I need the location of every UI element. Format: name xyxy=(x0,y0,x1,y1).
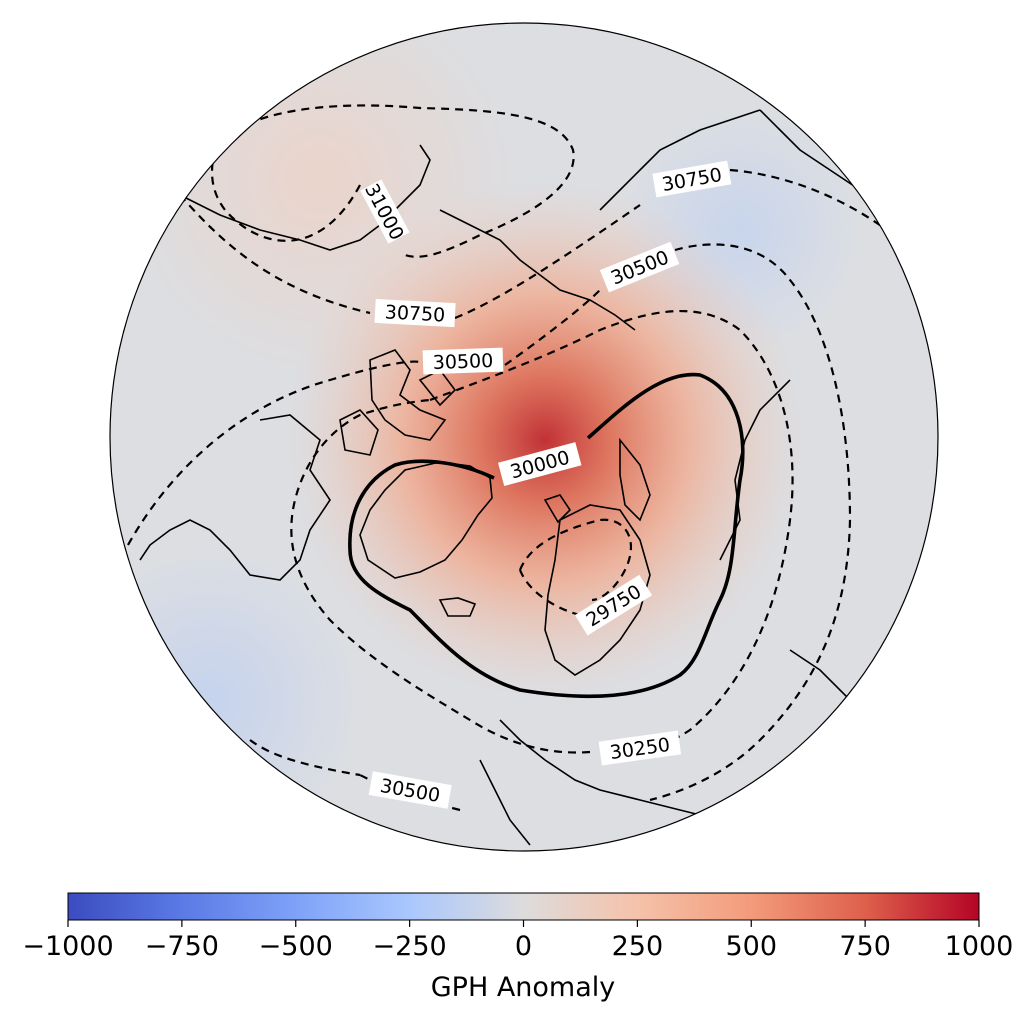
gph-contours xyxy=(127,104,901,812)
contour-29750-line xyxy=(518,518,633,617)
contour-label-30750-west: 30750 xyxy=(374,298,456,328)
colorbar-tick-label: 750 xyxy=(839,931,891,962)
colorbar-tick-label: 250 xyxy=(612,931,664,962)
colorbar-gradient xyxy=(67,892,980,921)
anomaly-shading xyxy=(110,23,938,851)
contour-label-30500-center: 30500 xyxy=(422,347,504,375)
contour-30000-line xyxy=(348,372,745,699)
colorbar-tick-label: −500 xyxy=(259,931,333,962)
colorbar-tick-label: 0 xyxy=(515,931,532,962)
map-boundary xyxy=(109,22,939,852)
svg-text:30750: 30750 xyxy=(384,301,446,326)
colorbar: −1000 −750 −500 −250 0 250 500 750 1000 GPH Anom… xyxy=(22,892,1013,1003)
contour-30500-line xyxy=(127,243,852,812)
colorbar-title: GPH Anomaly xyxy=(431,972,616,1003)
colorbar-tick-label: −750 xyxy=(145,931,219,962)
colorbar-tick-label: 1000 xyxy=(945,931,1014,962)
contour-30750-line xyxy=(179,168,901,320)
contour-label-30250: 30250 xyxy=(598,730,682,766)
colorbar-ticks: −1000 −750 −500 −250 0 250 500 750 1000 xyxy=(22,920,1013,962)
contour-31000-line xyxy=(210,104,575,258)
colorbar-tick-label: −1000 xyxy=(22,931,113,962)
contour-30250-line xyxy=(290,309,794,754)
svg-text:30500: 30500 xyxy=(432,350,493,374)
colorbar-tick-label: 500 xyxy=(725,931,777,962)
colorbar-tick-label: −250 xyxy=(373,931,447,962)
